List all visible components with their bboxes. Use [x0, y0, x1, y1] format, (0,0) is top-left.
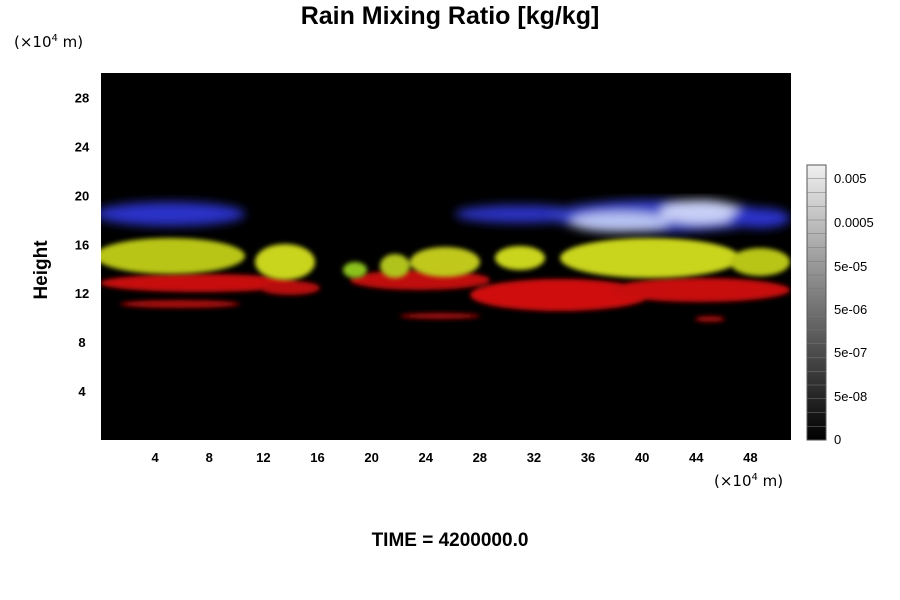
- colorbar-label: 5e-06: [834, 302, 867, 317]
- x-tick-label: 12: [256, 450, 270, 465]
- x-tick-label: 32: [527, 450, 541, 465]
- colorbar-label: 0.005: [834, 171, 867, 186]
- x-axis-unit: (×104 m): [714, 472, 784, 490]
- colorbar-label: 5e-08: [834, 389, 867, 404]
- y-tick-label: 8: [78, 335, 85, 350]
- x-tick-label: 8: [206, 450, 213, 465]
- x-tick-label: 16: [310, 450, 324, 465]
- colorbar: 0.005 0.0005 5e-05 5e-06 5e-07 5e-08 0: [806, 164, 874, 447]
- colorbar-label: 5e-05: [834, 259, 867, 274]
- yellow-band: [101, 238, 790, 280]
- y-tick-label: 20: [75, 188, 89, 203]
- y-axis-label: Height: [31, 240, 52, 300]
- x-tick-label: 40: [635, 450, 649, 465]
- x-tick-label: 24: [418, 450, 433, 465]
- x-tick-label: 4: [152, 450, 160, 465]
- x-tick-label: 44: [689, 450, 704, 465]
- x-tick-label: 20: [364, 450, 378, 465]
- time-label: TIME = 4200000.0: [371, 530, 529, 551]
- y-axis-unit: (×104 m): [14, 33, 84, 51]
- colorbar-label: 0: [834, 432, 841, 447]
- y-tick-label: 24: [75, 139, 90, 154]
- x-tick-label: 28: [473, 450, 487, 465]
- red-band: [101, 270, 790, 322]
- colorbar-label: 5e-07: [834, 345, 867, 360]
- x-tick-label: 48: [743, 450, 757, 465]
- y-tick-label: 12: [75, 286, 89, 301]
- x-tick-label: 36: [581, 450, 595, 465]
- blue-band: [101, 200, 790, 232]
- chart-title: Rain Mixing Ratio [kg/kg]: [300, 2, 600, 30]
- y-tick-label: 16: [75, 237, 89, 252]
- colorbar-label: 0.0005: [834, 215, 874, 230]
- y-tick-label: 28: [75, 90, 89, 105]
- y-tick-label: 4: [78, 384, 86, 399]
